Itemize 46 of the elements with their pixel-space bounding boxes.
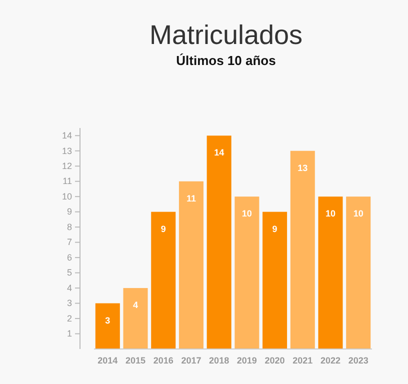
x-tick-label: 2015: [125, 355, 146, 366]
y-tick-label: 8: [66, 222, 72, 232]
bar: [206, 136, 232, 349]
bar: [346, 196, 371, 349]
chart-title: Matriculados: [149, 20, 303, 50]
y-tick-label: 9: [66, 206, 72, 217]
x-tick-label: 2018: [209, 355, 230, 366]
bar: [234, 196, 260, 349]
y-tick-label: 7: [66, 237, 72, 248]
bar: [123, 288, 148, 349]
y-tick-label: 3: [66, 298, 72, 308]
y-tick-label: 11: [62, 176, 72, 186]
data-label: 10: [242, 208, 252, 219]
data-label: 4: [132, 300, 138, 310]
data-label: 14: [214, 148, 224, 158]
bar: [95, 303, 120, 349]
y-tick-label: 12: [62, 160, 72, 171]
bar: [262, 212, 288, 349]
x-tick-label: 2021: [292, 355, 313, 366]
data-label: 13: [298, 162, 308, 173]
bar: [290, 150, 315, 349]
x-tick-label: 2019: [236, 355, 257, 366]
data-label: 10: [353, 208, 364, 219]
x-tick-label: 2020: [264, 355, 285, 366]
y-tick-label: 4: [66, 282, 72, 293]
chart-subtitle: Últimos 10 años: [176, 53, 276, 68]
data-label: 3: [105, 315, 110, 326]
x-tick-label: 2016: [153, 355, 174, 366]
data-label: 9: [272, 224, 278, 234]
y-tick-label: 14: [62, 130, 72, 140]
x-tick-label: 2014: [98, 355, 118, 366]
x-tick-label: 2017: [181, 355, 202, 366]
bar: [151, 212, 176, 349]
y-tick-label: 5: [66, 268, 72, 278]
y-tick-label: 1: [66, 328, 72, 339]
x-tick-label: 2023: [348, 355, 368, 366]
y-tick-label: 6: [66, 252, 72, 262]
y-tick-label: 2: [66, 313, 72, 324]
x-tick-label: 2022: [320, 355, 341, 366]
bar: [318, 196, 343, 349]
data-label: 9: [160, 224, 166, 234]
y-tick-label: 10: [62, 191, 72, 202]
y-tick-label: 13: [62, 146, 72, 156]
bar: [178, 181, 204, 349]
data-label: 11: [186, 193, 196, 204]
data-label: 10: [325, 208, 336, 219]
